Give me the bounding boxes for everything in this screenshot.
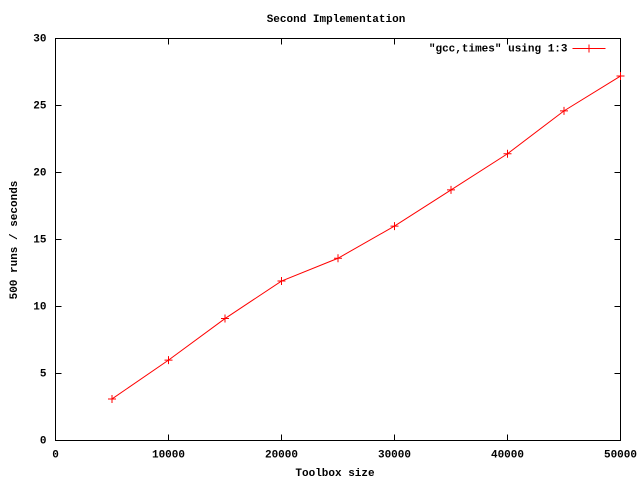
x-tick-label: 40000	[491, 449, 524, 461]
chart-title: Second Implementation	[267, 14, 406, 26]
point-marker	[221, 314, 229, 323]
point-marker	[277, 277, 286, 286]
point-marker	[447, 185, 455, 194]
y-tick-label: 25	[33, 100, 47, 112]
legend-marker	[585, 44, 593, 53]
point-marker	[334, 254, 342, 263]
y-axis-label: 500 runs / seconds	[9, 181, 21, 300]
point-marker	[390, 222, 399, 231]
y-tick-label: 5	[40, 368, 47, 380]
x-tick-label: 50000	[604, 449, 637, 461]
y-tick-label: 0	[40, 435, 47, 447]
y-tick-label: 10	[33, 301, 46, 313]
point-marker	[108, 394, 116, 403]
point-marker	[503, 149, 512, 158]
point-marker	[560, 106, 568, 115]
x-tick-label: 20000	[265, 449, 298, 461]
series-line	[111, 75, 621, 400]
y-tick-label: 20	[33, 167, 46, 179]
x-tick-label: 0	[52, 449, 59, 461]
x-axis-label: Toolbox size	[295, 468, 375, 480]
y-tick-label: 15	[33, 234, 47, 246]
y-tick-label: 30	[33, 33, 46, 45]
x-tick-label: 10000	[152, 449, 185, 461]
legend-label: "gcc,times" using 1:3	[429, 43, 568, 55]
point-marker	[616, 72, 625, 81]
x-tick-label: 30000	[378, 449, 411, 461]
plot-frame	[55, 38, 621, 441]
point-marker	[164, 356, 173, 365]
